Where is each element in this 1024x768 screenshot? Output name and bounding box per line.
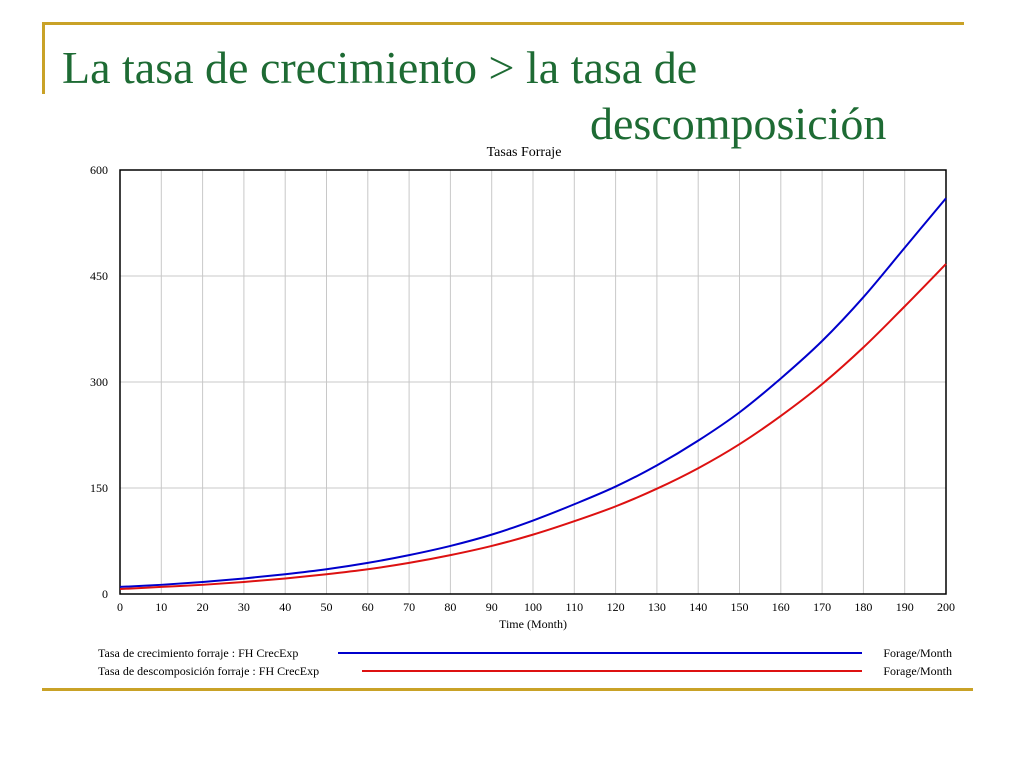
chart-title: Tasas Forraje <box>487 145 562 160</box>
slide-title: La tasa de crecimiento > la tasa de desc… <box>62 40 962 152</box>
y-tick-label: 600 <box>90 163 108 177</box>
x-tick-label: 120 <box>607 600 625 614</box>
x-tick-label: 50 <box>321 600 333 614</box>
series-line-2 <box>119 263 947 591</box>
plot-frame <box>119 169 947 595</box>
x-tick-label: 180 <box>854 600 872 614</box>
y-tick-label: 300 <box>90 375 108 389</box>
x-tick-label: 150 <box>731 600 749 614</box>
x-tick-label: 70 <box>403 600 415 614</box>
x-tick-label: 200 <box>937 600 955 614</box>
x-tick-label: 0 <box>117 600 123 614</box>
slide-title-line2: descomposición <box>590 98 887 149</box>
left-accent-line <box>42 22 45 94</box>
x-tick-label: 40 <box>279 600 291 614</box>
bottom-accent-line <box>42 688 973 691</box>
legend-series-unit: Forage/Month <box>883 664 952 678</box>
y-tick-label: 150 <box>90 481 108 495</box>
y-tick-label: 450 <box>90 269 108 283</box>
y-tick-label: 0 <box>102 587 108 601</box>
x-tick-label: 80 <box>444 600 456 614</box>
x-tick-label: 100 <box>524 600 542 614</box>
x-tick-label: 90 <box>486 600 498 614</box>
x-tick-label: 130 <box>648 600 666 614</box>
grid <box>119 169 947 595</box>
x-tick-label: 10 <box>155 600 167 614</box>
slide-title-line1: La tasa de crecimiento > la tasa de <box>62 42 698 93</box>
legend-series-name: Tasa de crecimiento forraje : FH CrecExp <box>98 646 298 660</box>
x-tick-label: 30 <box>238 600 250 614</box>
x-tick-label: 160 <box>772 600 790 614</box>
top-accent-line <box>42 22 964 25</box>
x-axis-label: Time (Month) <box>499 617 567 631</box>
x-tick-label: 190 <box>896 600 914 614</box>
x-tick-label: 140 <box>689 600 707 614</box>
legend: Tasa de crecimiento forraje : FH CrecExp… <box>98 646 952 678</box>
x-tick-label: 170 <box>813 600 831 614</box>
legend-series-unit: Forage/Month <box>883 646 952 660</box>
x-tick-label: 110 <box>566 600 584 614</box>
series-line-1 <box>119 197 947 588</box>
x-tick-label: 20 <box>197 600 209 614</box>
x-axis-ticks: 0 10 20 30 40 50 60 70 80 90 100 110 120 130 140 150 160… <box>117 600 955 614</box>
y-axis-ticks: 0 150 300 450 600 <box>90 163 108 601</box>
series-lines <box>119 197 947 591</box>
x-tick-label: 60 <box>362 600 374 614</box>
legend-series-name: Tasa de descomposición forraje : FH Crec… <box>98 664 319 678</box>
